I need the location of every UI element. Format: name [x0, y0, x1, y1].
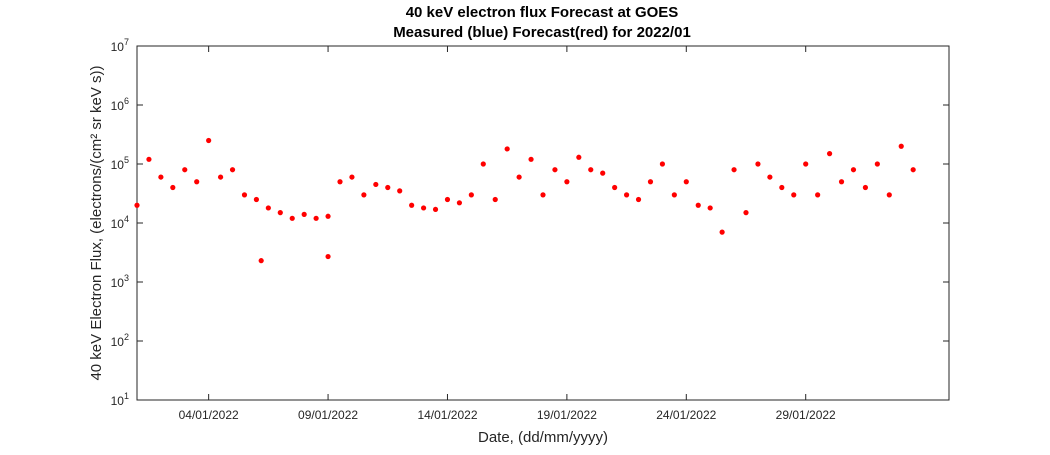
data-point: [349, 174, 355, 180]
data-point: [158, 174, 164, 180]
data-point: [647, 179, 654, 185]
data-point: [767, 174, 773, 180]
y-tick-label: 105: [111, 155, 129, 172]
data-point: [886, 192, 892, 198]
x-tick-label: 09/01/2022: [298, 408, 358, 422]
data-point: [492, 196, 498, 203]
data-point: [182, 167, 188, 173]
data-point: [850, 167, 857, 173]
plot-area: [136, 45, 950, 401]
data-point: [504, 146, 510, 152]
data-point: [420, 205, 427, 211]
y-tick-exponent: 6: [124, 96, 129, 106]
data-point: [540, 192, 546, 198]
y-axis-label: 40 keV Electron Flux, (electrons/(cm² sr…: [88, 65, 105, 380]
data-point: [170, 184, 176, 191]
data-point: [528, 156, 534, 162]
y-tick-exponent: 5: [124, 155, 129, 165]
x-tick-label: 24/01/2022: [656, 408, 716, 422]
chart-subtitle: Measured (blue) Forecast(red) for 2022/0…: [393, 24, 691, 41]
data-point: [659, 161, 666, 167]
y-tick-label: 106: [111, 96, 129, 113]
data-point: [397, 188, 403, 194]
data-point: [695, 202, 701, 208]
data-point: [206, 137, 212, 144]
chart-title: 40 keV electron flux Forecast at GOES: [406, 4, 679, 21]
x-axis-label: Date, (dd/mm/yyyy): [478, 429, 608, 446]
y-tick-label: 103: [111, 273, 129, 290]
data-point: [337, 179, 343, 185]
data-point: [516, 174, 522, 180]
data-point: [588, 167, 594, 173]
data-point: [898, 143, 904, 149]
data-point: [301, 211, 307, 217]
data-point: [910, 167, 916, 173]
data-point: [731, 167, 737, 173]
x-tick-label: 29/01/2022: [776, 408, 836, 422]
data-point: [361, 192, 367, 198]
data-point: [313, 215, 319, 221]
data-point: [862, 184, 869, 191]
y-tick-exponent: 2: [124, 332, 129, 342]
data-point: [258, 258, 264, 264]
data-point: [373, 181, 379, 188]
data-point: [325, 213, 331, 219]
data-point: [564, 179, 570, 185]
data-point: [432, 206, 439, 213]
y-tick-label: 101: [111, 391, 129, 408]
data-point: [803, 161, 809, 167]
data-point: [217, 174, 224, 180]
data-point: [623, 192, 630, 198]
data-point: [815, 192, 821, 198]
y-tick-label: 104: [111, 214, 129, 231]
data-point: [755, 161, 761, 167]
data-point: [612, 184, 618, 191]
data-point: [671, 192, 677, 198]
data-point: [552, 167, 558, 173]
data-point: [265, 205, 271, 211]
data-point: [468, 192, 474, 198]
data-point: [385, 184, 391, 191]
data-point: [779, 184, 785, 191]
data-point: [194, 179, 200, 185]
y-tick-label: 107: [111, 37, 129, 54]
data-point: [576, 154, 582, 160]
data-point: [683, 179, 689, 185]
y-tick-exponent: 1: [124, 391, 129, 401]
y-tick-label: 102: [111, 332, 129, 349]
data-point: [480, 161, 486, 167]
data-point: [456, 200, 463, 206]
data-point: [146, 156, 152, 162]
data-point: [826, 151, 833, 157]
data-point: [241, 192, 248, 198]
data-point: [743, 210, 749, 216]
data-point: [719, 229, 725, 235]
y-axis: 101 102 103 104 105 106 107: [111, 37, 949, 408]
x-axis: 04/01/2022 09/01/2022 14/01/2022 19/01/2022…: [179, 46, 836, 422]
data-point: [600, 170, 606, 176]
data-point: [409, 202, 415, 208]
x-tick-label: 04/01/2022: [179, 408, 239, 422]
y-tick-exponent: 4: [124, 214, 129, 224]
x-tick-label: 19/01/2022: [537, 408, 597, 422]
data-point: [707, 205, 713, 211]
y-tick-exponent: 3: [124, 273, 129, 283]
data-point: [253, 196, 260, 203]
data-point: [325, 253, 331, 260]
data-points: [134, 137, 916, 264]
data-point: [229, 167, 236, 173]
data-point: [791, 192, 797, 198]
data-point: [289, 215, 295, 221]
data-point: [444, 196, 451, 203]
data-point: [635, 196, 642, 203]
data-point: [277, 210, 283, 216]
data-point: [874, 161, 880, 167]
x-tick-label: 14/01/2022: [417, 408, 477, 422]
data-point: [134, 202, 140, 208]
data-point: [838, 179, 845, 185]
y-tick-exponent: 7: [124, 37, 129, 47]
